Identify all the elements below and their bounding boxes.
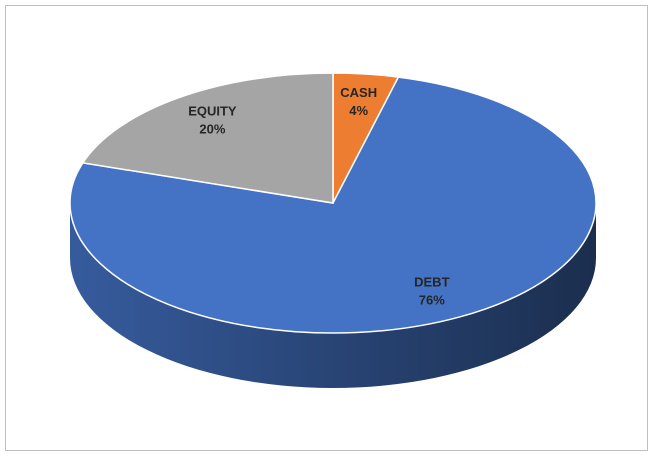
slice-category-label: EQUITY (188, 103, 237, 118)
slice-value-label: 76% (419, 292, 445, 307)
slice-category-label: CASH (340, 85, 377, 100)
pie-side (70, 203, 596, 388)
slice-value-label: 4% (349, 103, 368, 118)
slice-category-label: DEBT (414, 274, 449, 289)
pie-slice (81, 72, 334, 204)
slice-value-label: 20% (199, 121, 225, 136)
pie-slice (69, 76, 597, 334)
